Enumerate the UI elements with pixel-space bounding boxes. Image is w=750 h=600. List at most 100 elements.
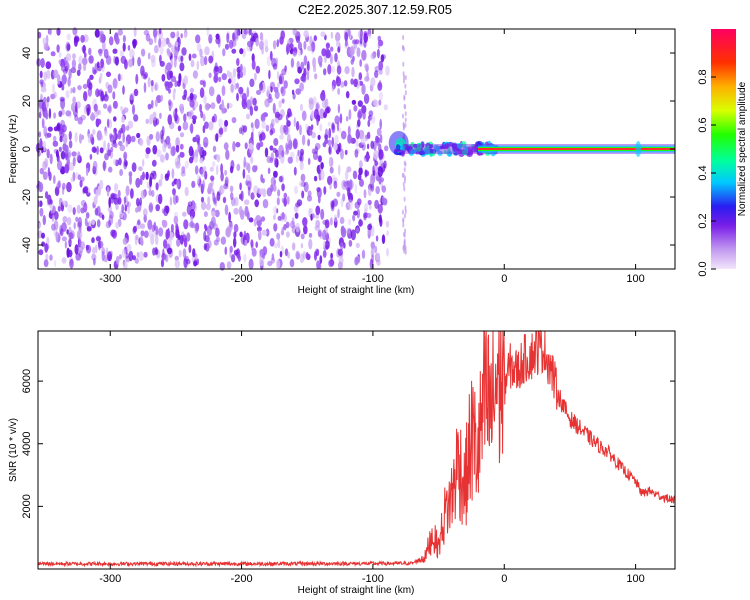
noise-dot — [202, 125, 206, 134]
noise-dot — [162, 141, 167, 153]
noise-dot — [220, 171, 224, 182]
noise-dot — [272, 184, 277, 192]
noise-dot — [224, 246, 228, 255]
noise-dot — [215, 227, 220, 238]
noise-dot — [189, 99, 195, 108]
x-tick-label: -200 — [231, 273, 253, 285]
noise-dot — [121, 204, 125, 214]
noise-dot — [47, 167, 51, 177]
noise-dot — [132, 39, 137, 49]
noise-dot — [306, 60, 310, 72]
noise-dot — [200, 167, 206, 177]
noise-dot — [41, 101, 46, 112]
noise-dot — [60, 228, 64, 237]
noise-dot — [167, 114, 173, 125]
noise-dot — [210, 216, 216, 227]
noise-dot — [238, 206, 243, 216]
noise-dot — [162, 248, 165, 260]
noise-dot — [40, 86, 47, 93]
noise-dot — [313, 108, 319, 120]
noise-dot — [66, 217, 72, 226]
noise-dot — [80, 34, 85, 43]
noise-dot — [182, 121, 189, 131]
noise-dot — [171, 44, 174, 53]
noise-dot — [86, 226, 92, 232]
noise-dot — [369, 258, 374, 270]
noise-dot — [88, 55, 94, 64]
noise-dot — [358, 30, 363, 39]
noise-dot — [170, 75, 177, 83]
noise-dot — [403, 167, 406, 173]
noise-dot — [107, 149, 112, 157]
noise-dot — [317, 230, 322, 238]
noise-dot — [100, 134, 104, 141]
noise-dot — [374, 245, 378, 254]
noise-dot — [85, 212, 90, 219]
noise-dot — [236, 92, 239, 102]
noise-dot — [270, 176, 276, 186]
noise-dot — [301, 134, 306, 146]
colorbar-tick-label: 0.2 — [697, 213, 709, 228]
noise-dot — [170, 31, 176, 39]
noise-dot — [118, 254, 122, 260]
noise-dot — [215, 236, 221, 243]
noise-dot — [403, 240, 406, 245]
noise-dot — [377, 82, 383, 91]
noise-dot — [251, 124, 255, 134]
noise-dot — [92, 247, 96, 255]
noise-dot — [53, 69, 59, 79]
noise-dot — [115, 203, 119, 211]
noise-dot — [200, 110, 204, 119]
noise-dot — [127, 45, 131, 51]
noise-dot — [107, 251, 112, 262]
noise-dot — [402, 222, 405, 228]
noise-dot — [344, 31, 349, 42]
snr-frame — [37, 330, 676, 570]
noise-dot — [319, 255, 323, 264]
noise-dot — [42, 160, 48, 171]
noise-dot — [57, 74, 61, 85]
noise-dot — [364, 203, 369, 212]
noise-dot — [337, 103, 341, 114]
noise-dot — [165, 37, 170, 45]
y-tick-label: 40 — [21, 47, 33, 59]
noise-dot — [364, 169, 368, 178]
noise-dot — [325, 47, 330, 56]
noise-dot — [187, 201, 193, 207]
noise-dot — [117, 29, 124, 36]
noise-dot — [266, 86, 271, 93]
noise-dot — [179, 143, 184, 150]
noise-dot — [289, 220, 296, 229]
noise-dot — [138, 251, 144, 262]
noise-dot — [210, 102, 216, 110]
noise-dot — [38, 111, 42, 119]
noise-dot — [269, 157, 274, 164]
noise-dot — [347, 187, 351, 198]
x-tick-label: 0 — [501, 273, 507, 285]
noise-dot — [325, 42, 330, 49]
noise-dot — [78, 55, 83, 65]
noise-dot — [307, 138, 310, 147]
noise-dot — [189, 92, 194, 101]
noise-dot — [200, 56, 205, 67]
noise-dot — [66, 248, 70, 258]
noise-dot — [55, 149, 59, 158]
signal-bump — [635, 141, 642, 157]
noise-dot — [167, 247, 173, 255]
noise-dot — [334, 134, 339, 145]
noise-dot — [53, 112, 57, 119]
noise-dot — [188, 53, 192, 61]
noise-dot — [61, 257, 67, 264]
noise-dot — [354, 39, 360, 45]
noise-dot — [287, 251, 290, 259]
noise-dot — [177, 125, 182, 132]
noise-dot — [307, 45, 313, 52]
noise-dot — [155, 248, 159, 255]
noise-dot — [167, 170, 170, 178]
noise-dot — [354, 256, 359, 266]
noise-dot — [159, 44, 164, 55]
noise-dot — [68, 140, 73, 149]
noise-dot — [295, 35, 301, 44]
noise-dot — [194, 165, 199, 175]
noise-dot — [57, 160, 63, 171]
